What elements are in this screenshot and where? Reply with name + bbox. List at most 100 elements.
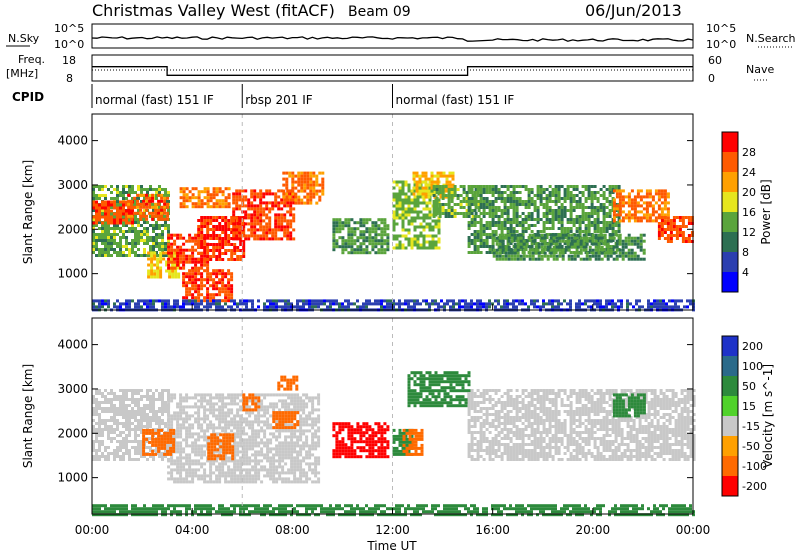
power-ylabel: Slant Range [km] bbox=[21, 160, 35, 264]
data-cell bbox=[399, 187, 402, 190]
data-cell bbox=[227, 281, 230, 284]
data-cell bbox=[555, 209, 558, 212]
data-cell bbox=[218, 246, 221, 249]
data-cell bbox=[110, 222, 113, 225]
data-cell bbox=[492, 206, 495, 209]
data-cell bbox=[221, 287, 224, 290]
data-cell bbox=[603, 221, 606, 224]
data-cell bbox=[179, 423, 182, 426]
data-cell bbox=[161, 401, 164, 404]
data-cell bbox=[134, 416, 137, 419]
data-cell bbox=[176, 237, 179, 240]
data-cell bbox=[341, 236, 344, 239]
data-cell bbox=[558, 206, 561, 209]
data-cell bbox=[149, 404, 152, 407]
data-cell bbox=[182, 258, 185, 261]
data-cell bbox=[600, 188, 603, 191]
data-cell bbox=[640, 243, 643, 246]
data-cell bbox=[574, 258, 577, 261]
data-cell bbox=[408, 220, 411, 223]
data-cell bbox=[289, 225, 292, 228]
data-cell bbox=[142, 215, 145, 218]
data-cell bbox=[280, 201, 283, 204]
data-cell bbox=[164, 299, 167, 302]
data-cell bbox=[501, 194, 504, 197]
data-cell bbox=[483, 185, 486, 188]
data-cell bbox=[259, 198, 262, 201]
data-cell bbox=[250, 207, 253, 210]
data-cell bbox=[174, 273, 177, 276]
data-cell bbox=[622, 210, 625, 213]
data-cell bbox=[122, 407, 125, 410]
data-cell bbox=[294, 181, 297, 184]
data-cell bbox=[206, 290, 209, 293]
data-cell bbox=[283, 201, 286, 204]
data-cell bbox=[408, 238, 411, 241]
data-cell bbox=[587, 299, 590, 302]
data-cell bbox=[303, 178, 306, 181]
y-tick-label: 3000 bbox=[57, 178, 88, 192]
data-cell bbox=[380, 230, 383, 233]
data-cell bbox=[664, 201, 667, 204]
data-cell bbox=[163, 218, 166, 221]
data-cell bbox=[489, 185, 492, 188]
data-cell bbox=[396, 223, 399, 226]
data-cell bbox=[389, 305, 392, 308]
data-cell bbox=[485, 305, 488, 308]
data-cell bbox=[146, 407, 149, 410]
data-cell bbox=[377, 248, 380, 251]
data-cell bbox=[540, 197, 543, 200]
data-cell bbox=[561, 218, 564, 221]
data-cell bbox=[471, 212, 474, 215]
data-cell bbox=[457, 197, 460, 200]
data-cell bbox=[137, 302, 140, 305]
data-cell bbox=[134, 446, 137, 449]
data-cell bbox=[597, 200, 600, 203]
data-cell bbox=[134, 230, 137, 233]
data-cell bbox=[555, 218, 558, 221]
freq-tick-bottom: 8 bbox=[66, 72, 73, 85]
data-cell bbox=[506, 302, 509, 305]
data-cell bbox=[225, 199, 228, 202]
data-cell bbox=[517, 252, 520, 255]
data-cell bbox=[537, 230, 540, 233]
data-cell bbox=[380, 302, 383, 305]
data-cell bbox=[194, 468, 197, 471]
data-cell bbox=[116, 449, 119, 452]
data-cell bbox=[200, 426, 203, 429]
data-cell bbox=[571, 246, 574, 249]
data-cell bbox=[353, 302, 356, 305]
data-cell bbox=[522, 200, 525, 203]
data-cell bbox=[158, 242, 161, 245]
data-cell bbox=[104, 446, 107, 449]
data-cell bbox=[98, 392, 101, 395]
data-cell bbox=[198, 202, 201, 205]
data-cell bbox=[256, 195, 259, 198]
data-cell bbox=[149, 305, 152, 308]
data-cell bbox=[130, 218, 133, 221]
data-cell bbox=[531, 218, 534, 221]
data-cell bbox=[272, 305, 275, 308]
data-cell bbox=[140, 407, 143, 410]
data-cell bbox=[502, 243, 505, 246]
data-cell bbox=[480, 233, 483, 236]
data-cell bbox=[296, 302, 299, 305]
data-cell bbox=[504, 218, 507, 221]
data-cell bbox=[173, 396, 176, 399]
data-cell bbox=[176, 302, 179, 305]
data-cell bbox=[629, 302, 632, 305]
data-cell bbox=[510, 200, 513, 203]
data-cell bbox=[542, 299, 545, 302]
data-cell bbox=[163, 200, 166, 203]
data-cell bbox=[344, 221, 347, 224]
data-cell bbox=[408, 205, 411, 208]
data-cell bbox=[140, 233, 143, 236]
data-cell bbox=[145, 218, 148, 221]
nave-tick-top: 60 bbox=[708, 54, 722, 67]
data-cell bbox=[679, 234, 682, 237]
data-cell bbox=[173, 468, 176, 471]
data-cell bbox=[113, 204, 116, 207]
data-cell bbox=[188, 471, 191, 474]
data-cell bbox=[185, 393, 188, 396]
data-cell bbox=[350, 227, 353, 230]
